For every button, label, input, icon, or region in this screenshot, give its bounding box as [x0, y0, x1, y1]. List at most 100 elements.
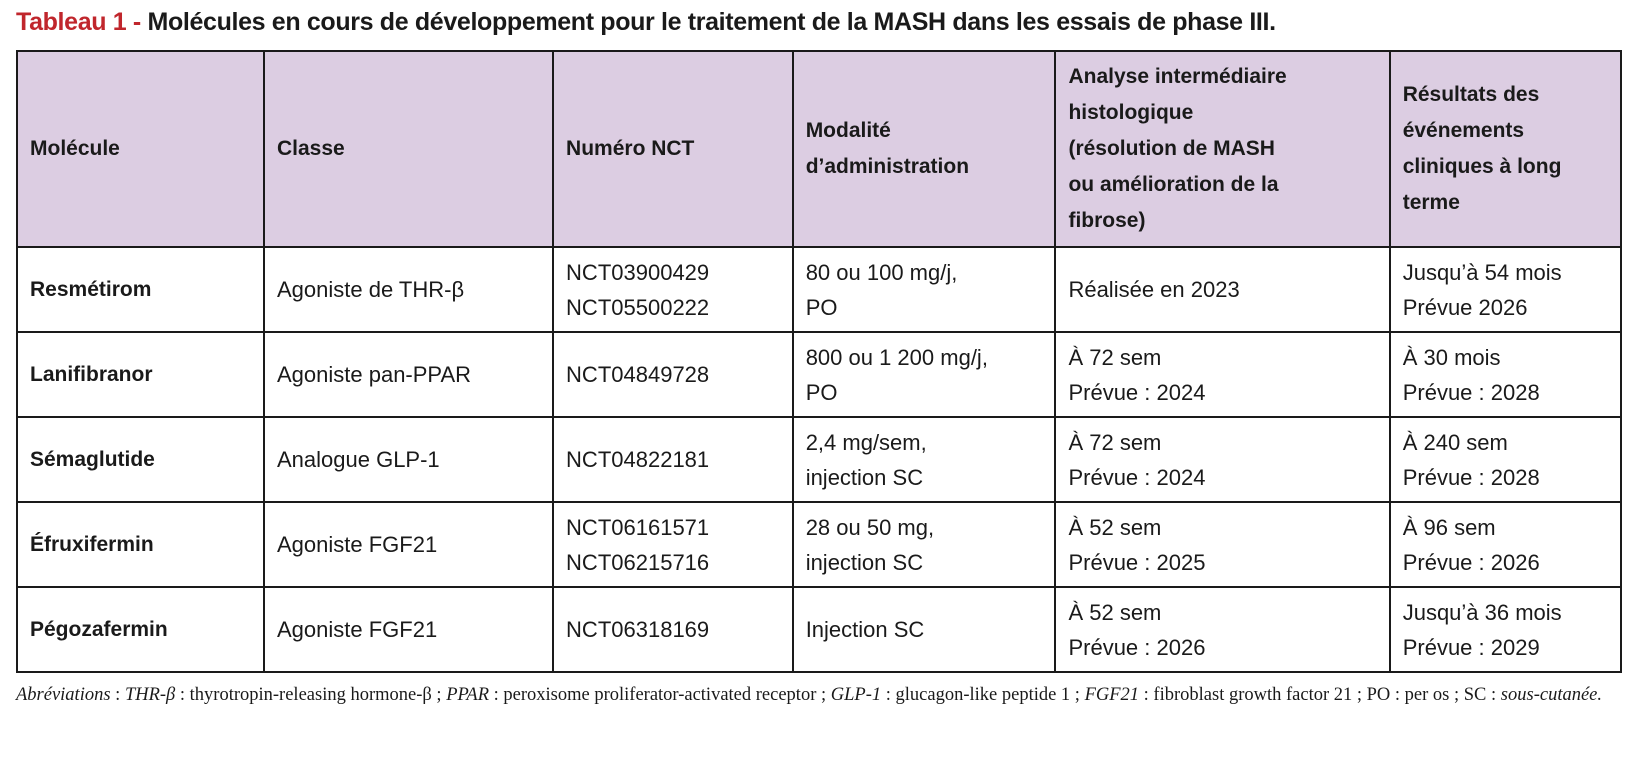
header-line: terme [1402, 191, 1460, 214]
header-line: histologique [1068, 101, 1194, 124]
header-line: ou amélioration de la [1068, 173, 1279, 196]
header-line: Analyse intermédiaire [1068, 65, 1287, 88]
table-row: Lanifibranor Agoniste pan-PPAR NCT04849728… [16, 331, 1623, 418]
table-title: Tableau 1 - Molécules en cours de dévelo… [16, 4, 1622, 40]
note-segment: : thyrotropin-releasing hormone-β ; [175, 685, 447, 705]
cell-line: Injection SC [805, 617, 925, 642]
cell-line: Prévue 2026 [1402, 294, 1528, 320]
cell-line: À 30 mois [1402, 344, 1501, 370]
cell-line: NCT03900429 [566, 259, 710, 285]
header-long-term-outcomes: Résultats des événements cliniques à long t… [1388, 50, 1623, 248]
cell-class: Agoniste FGF21 [262, 586, 555, 673]
cell-nct-number: NCT06318169 [552, 586, 794, 673]
cell-administration: Injection SC [791, 586, 1057, 673]
header-line: fibrose) [1068, 209, 1146, 232]
cell-line: Lanifibranor [30, 363, 153, 386]
cell-line: À 52 sem [1068, 514, 1162, 540]
table-row: Sémaglutide Analogue GLP-1 NCT04822181 2,4 … [16, 416, 1623, 503]
cell-nct-number: NCT06161571 NCT06215716 [552, 501, 794, 588]
cell-nct-number: NCT04849728 [552, 331, 794, 418]
cell-line: Prévue : 2024 [1068, 464, 1206, 490]
cell-line: Prévue : 2028 [1402, 464, 1540, 490]
note-segment: THR-β [124, 685, 176, 705]
table-row: Éfruxifermin Agoniste FGF21 NCT06161571 NCT… [16, 501, 1623, 588]
cell-line: À 96 sem [1402, 514, 1496, 540]
header-interim-analysis: Analyse intermédiaire histologique (résolu… [1054, 50, 1391, 248]
cell-line: Analogue GLP-1 [277, 447, 440, 472]
cell-line: NCT05500222 [566, 294, 710, 320]
cell-interim-analysis: À 72 sem Prévue : 2024 [1054, 416, 1391, 503]
note-segment: : glucagon-like peptide 1 ; [881, 685, 1085, 705]
cell-interim-analysis: À 72 sem Prévue : 2024 [1054, 331, 1391, 418]
note-segment: GLP-1 [830, 685, 882, 705]
molecules-table: Molécule Classe Numéro NCT Modalité d’admini… [16, 50, 1623, 673]
note-segment: sous-cutanée. [1500, 685, 1603, 705]
note-segment: : fibroblast growth factor 21 ; PO : per… [1139, 685, 1501, 705]
cell-line: Jusqu’à 36 mois [1402, 599, 1562, 625]
note-segment: : [110, 685, 125, 705]
cell-line: À 72 sem [1068, 344, 1162, 370]
cell-long-term-outcomes: Jusqu’à 54 mois Prévue 2026 [1388, 246, 1623, 333]
header-line: événements [1402, 119, 1525, 142]
header-class: Classe [262, 50, 555, 248]
cell-line: 2,4 mg/sem, [805, 429, 927, 455]
cell-line: Éfruxifermin [30, 533, 154, 556]
cell-interim-analysis: Réalisée en 2023 [1054, 246, 1391, 333]
header-nct-number: Numéro NCT [552, 50, 794, 248]
cell-line: Prévue : 2026 [1068, 634, 1206, 660]
cell-line: Agoniste FGF21 [277, 617, 438, 642]
cell-line: Agoniste de THR-β [277, 277, 465, 302]
header-administration: Modalité d’administration [791, 50, 1057, 248]
cell-long-term-outcomes: À 96 sem Prévue : 2026 [1388, 501, 1623, 588]
cell-class: Agoniste FGF21 [262, 501, 555, 588]
cell-molecule: Éfruxifermin [16, 501, 265, 588]
cell-line: injection SC [805, 549, 924, 575]
cell-class: Analogue GLP-1 [262, 416, 555, 503]
table-row: Resmétirom Agoniste de THR-β NCT03900429 NC… [16, 246, 1623, 333]
cell-line: injection SC [805, 464, 924, 490]
cell-nct-number: NCT04822181 [552, 416, 794, 503]
cell-line: 80 ou 100 mg/j, [805, 259, 958, 285]
abbreviations-note: Abréviations : THR-β : thyrotropin-relea… [16, 683, 1622, 707]
cell-molecule: Sémaglutide [16, 416, 265, 503]
cell-line: NCT04822181 [566, 447, 710, 472]
document-page: Tableau 1 - Molécules en cours de dévelo… [16, 4, 1623, 707]
cell-line: Pégozafermin [30, 618, 168, 641]
header-line: Modalité [805, 119, 891, 142]
header-line: Classe [277, 137, 345, 160]
cell-line: Prévue : 2028 [1402, 379, 1540, 405]
cell-line: Sémaglutide [30, 448, 155, 471]
table-row: Pégozafermin Agoniste FGF21 NCT06318169 Inj… [16, 586, 1623, 673]
cell-line: Jusqu’à 54 mois [1402, 259, 1562, 285]
cell-long-term-outcomes: À 240 sem Prévue : 2028 [1388, 416, 1623, 503]
cell-molecule: Pégozafermin [16, 586, 265, 673]
cell-administration: 800 ou 1 200 mg/j, PO [791, 331, 1057, 418]
cell-line: Resmétirom [30, 278, 152, 301]
cell-administration: 2,4 mg/sem, injection SC [791, 416, 1057, 503]
header-line: (résolution de MASH [1068, 137, 1275, 160]
cell-line: Agoniste pan-PPAR [277, 362, 472, 387]
header-line: d’administration [805, 155, 970, 178]
table-title-label: Tableau 1 - [16, 8, 141, 36]
header-molecule: Molécule [16, 50, 265, 248]
cell-line: NCT06215716 [566, 549, 710, 575]
cell-line: À 52 sem [1068, 599, 1162, 625]
header-line: Résultats des [1402, 83, 1540, 106]
note-segment: FGF21 [1084, 685, 1140, 705]
cell-class: Agoniste pan-PPAR [262, 331, 555, 418]
cell-line: NCT06161571 [566, 514, 710, 540]
cell-class: Agoniste de THR-β [262, 246, 555, 333]
cell-nct-number: NCT03900429 NCT05500222 [552, 246, 794, 333]
cell-line: 28 ou 50 mg, [805, 514, 935, 540]
note-segment: : peroxisome proliferator-activated rece… [489, 685, 831, 705]
note-segment: PPAR [446, 685, 490, 705]
cell-interim-analysis: À 52 sem Prévue : 2026 [1054, 586, 1391, 673]
cell-line: NCT04849728 [566, 362, 710, 387]
cell-line: Prévue : 2029 [1402, 634, 1540, 660]
cell-line: Prévue : 2026 [1402, 549, 1540, 575]
header-line: cliniques à long [1402, 155, 1562, 178]
cell-line: À 240 sem [1402, 429, 1508, 455]
cell-molecule: Lanifibranor [16, 331, 265, 418]
table-body: Resmétirom Agoniste de THR-β NCT03900429 NC… [16, 246, 1623, 673]
table-title-text: Molécules en cours de développement pour… [140, 8, 1276, 36]
